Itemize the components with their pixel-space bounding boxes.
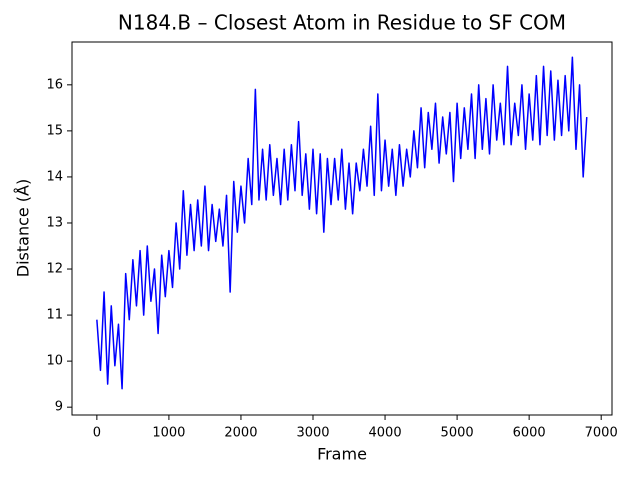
x-tick-label: 2000 [224, 426, 257, 441]
x-tick-label: 4000 [369, 426, 402, 441]
y-tick-label: 12 [46, 262, 63, 277]
y-axis-label: Distance (Å) [14, 179, 33, 277]
y-tick-label: 9 [55, 400, 63, 415]
axes-frame [71, 41, 613, 416]
x-axis-label: Frame [317, 445, 367, 464]
y-tick-label: 13 [46, 215, 63, 230]
x-tick-label: 1000 [152, 426, 185, 441]
y-tick-label: 16 [46, 77, 63, 92]
y-tick-label: 11 [46, 308, 63, 323]
x-tick-label: 5000 [441, 426, 474, 441]
y-tick-label: 10 [46, 354, 63, 369]
y-tick-label: 14 [46, 169, 63, 184]
x-tick-label: 7000 [585, 426, 618, 441]
x-tick-label: 3000 [296, 426, 329, 441]
chart-title: N184.B – Closest Atom in Residue to SF C… [118, 11, 566, 35]
x-tick-label: 0 [93, 426, 101, 441]
data-line [96, 56, 588, 390]
y-tick-label: 15 [46, 123, 63, 138]
x-tick-label: 6000 [513, 426, 546, 441]
